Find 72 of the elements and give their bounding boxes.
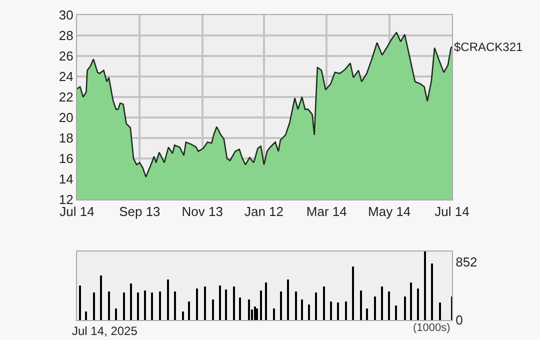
bar: [219, 285, 221, 320]
bar: [130, 283, 132, 320]
bar: [417, 288, 419, 320]
bar: [151, 292, 153, 320]
y-tick-label: 0: [456, 312, 463, 328]
x-tick-label: Jan 12: [244, 204, 284, 220]
bar: [366, 308, 368, 320]
bar: [273, 308, 275, 320]
y-tick-label: 22: [58, 90, 74, 105]
x-tick-label: Sep 13: [119, 204, 160, 220]
y-tick-label: 852: [456, 254, 478, 270]
bar: [345, 301, 347, 320]
bar: [439, 302, 441, 320]
bar: [352, 266, 354, 320]
bar: [212, 299, 214, 320]
annotation: $CRACK321: [454, 40, 524, 54]
bar: [254, 306, 256, 320]
bar: [79, 285, 81, 320]
bar: [410, 282, 412, 320]
bar: [115, 308, 117, 320]
bar: [167, 279, 169, 320]
bar: [188, 301, 190, 320]
y-tick-label: 28: [58, 28, 74, 44]
bar: [337, 302, 339, 320]
text: Jul 14, 2025: [72, 324, 138, 338]
bar: [388, 291, 390, 320]
bar: [204, 286, 206, 320]
bar: [144, 290, 146, 320]
bar: [260, 290, 262, 320]
bar: [330, 301, 332, 320]
text: (1000s): [413, 322, 450, 334]
x-tick-label: May 14: [368, 204, 411, 220]
y-tick-label: 30: [58, 8, 74, 23]
bar: [93, 292, 95, 320]
bar: [225, 289, 227, 320]
bar: [424, 251, 426, 320]
bar: [100, 275, 102, 320]
bar: [280, 291, 282, 320]
bar: [123, 292, 125, 320]
y-tick-label: 14: [58, 172, 74, 187]
bar: [301, 299, 303, 320]
bar: [108, 291, 110, 320]
bar: [404, 296, 406, 320]
bar: [360, 290, 362, 320]
y-tick-label: 26: [58, 48, 74, 64]
bar: [374, 296, 376, 320]
bar: [137, 292, 139, 320]
bar: [233, 286, 235, 320]
x-tick-label: Nov 13: [182, 204, 223, 220]
x-tick-label: Mar 14: [306, 204, 347, 220]
bar: [159, 291, 161, 320]
bar: [295, 291, 297, 320]
bar: [287, 279, 289, 320]
bar: [85, 311, 87, 320]
bar: [395, 305, 397, 320]
bar: [323, 286, 325, 320]
y-tick-label: 16: [58, 151, 74, 166]
bar: [174, 291, 176, 320]
y-tick-label: 24: [58, 69, 74, 84]
y-tick-label: 18: [58, 130, 74, 146]
y-tick-label: 20: [58, 110, 74, 126]
bar: [182, 311, 184, 320]
bar: [239, 297, 241, 320]
bar: [381, 286, 383, 320]
bar: [315, 292, 317, 320]
bar: [196, 288, 198, 320]
bar: [265, 282, 267, 320]
bar: [248, 299, 250, 320]
bar: [256, 308, 258, 320]
x-tick-label: Jul 14: [434, 204, 470, 220]
bar: [308, 304, 310, 320]
bar: [431, 263, 433, 320]
